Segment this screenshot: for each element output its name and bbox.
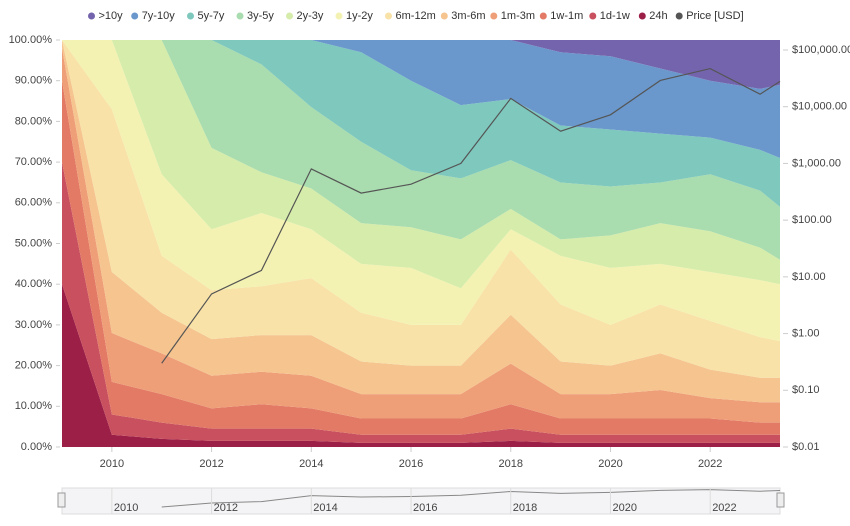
y2-tick-label: $10,000.00 [792,101,847,113]
area [62,40,780,289]
legend-label[interactable]: 24h [649,10,667,22]
y-tick-label: 20.00% [15,360,53,372]
area [62,40,780,207]
legend-marker [638,12,646,20]
legend-label[interactable]: 6m-12m [396,10,436,22]
y-tick-label: 0.00% [21,441,52,453]
legend-label[interactable]: Price [USD] [686,10,743,22]
legend-marker [131,12,139,20]
y2-tick-label: $0.01 [792,441,820,453]
y-tick-label: 100.00% [9,34,53,46]
y-tick-label: 80.00% [15,115,53,127]
y-tick-label: 40.00% [15,278,53,290]
y2-tick-label: $100.00 [792,214,832,226]
area [62,40,780,159]
legend-marker [490,12,498,20]
x-tick-label: 2016 [399,458,423,470]
x-tick-label: 2014 [299,458,323,470]
legend-label[interactable]: 2y-3y [297,10,324,22]
legend-marker [286,12,293,20]
navigator-label: 2010 [114,502,138,514]
legend-label[interactable]: 1w-1m [550,10,583,22]
legend-label[interactable]: 7y-10y [142,10,176,22]
x-tick-label: 2018 [499,458,523,470]
area [62,80,780,435]
navigator-label: 2018 [513,502,537,514]
y-tick-label: 50.00% [15,237,53,249]
legend-marker [187,12,194,20]
y2-tick-label: $1.00 [792,327,820,339]
y-tick-label: 60.00% [15,197,53,209]
legend-label[interactable]: 3y-5y [247,10,274,22]
navigator-label: 2014 [313,502,337,514]
navigator-handle[interactable] [57,492,66,508]
area [62,40,780,342]
legend-marker [88,12,95,20]
legend-marker [539,12,547,20]
navigator-label: 2012 [214,502,238,514]
x-tick-label: 2010 [100,458,124,470]
y2-tick-label: $10.00 [792,271,826,283]
legend-marker [385,12,392,20]
navigator-label: 2020 [612,502,636,514]
area [62,40,780,378]
navigator-handle[interactable] [776,492,785,508]
x-tick-label: 2020 [598,458,622,470]
navigator-label: 2016 [413,502,437,514]
y2-tick-label: $1,000.00 [792,157,841,169]
navigator[interactable] [61,487,781,515]
legend-marker [236,12,244,20]
legend-label[interactable]: 3m-6m [451,10,485,22]
area [62,40,780,260]
legend-marker [589,12,597,20]
area [62,48,780,423]
legend: >10y 7y-10y 5y-7y 3y-5y 2y-3y 1y-2y 6m-12m 3m-6… [88,10,744,22]
navigator-line [161,489,781,508]
legend-label[interactable]: 1m-3m [501,10,535,22]
legend-marker [440,12,448,20]
y2-tick-label: $100,000.00 [792,44,850,56]
x-tick-label: 2012 [199,458,223,470]
legend-label[interactable]: 5y-7y [198,10,225,22]
y-tick-label: 30.00% [15,319,53,331]
navigator-label: 2022 [712,502,736,514]
legend-label[interactable]: 1d-1w [600,10,630,22]
y-tick-label: 90.00% [15,75,53,87]
area [62,40,780,89]
y-tick-label: 10.00% [15,400,53,412]
legend-marker [675,12,683,20]
legend-label[interactable]: 1y-2y [346,10,373,22]
legend-marker [335,12,343,20]
price-line [161,67,781,364]
x-tick-label: 2022 [698,458,722,470]
y2-tick-label: $0.10 [792,384,820,396]
y-tick-label: 70.00% [15,156,53,168]
legend-label[interactable]: >10y [99,10,124,22]
